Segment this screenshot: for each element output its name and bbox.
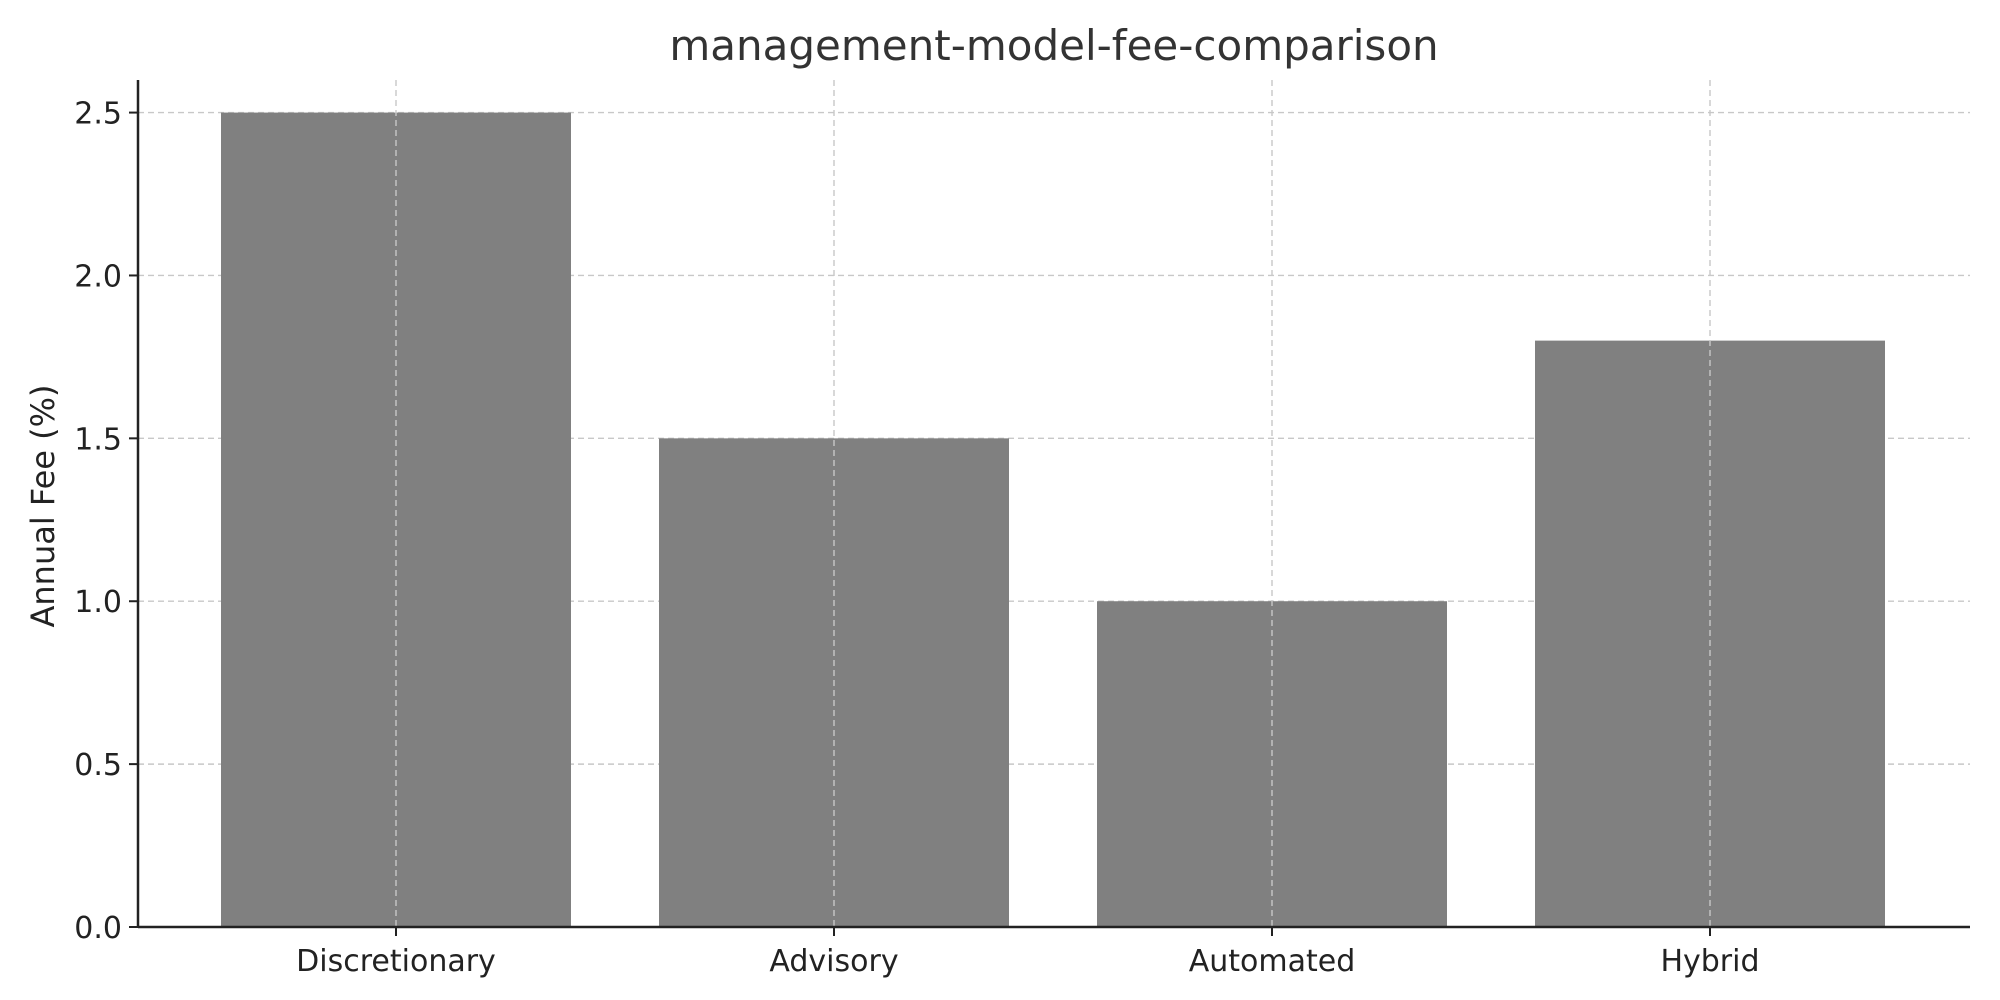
chart-title: management-model-fee-comparison	[669, 21, 1438, 70]
y-ticks: 0.0 0.5 1.0 1.5 2.0 2.5	[74, 97, 138, 946]
axes	[136, 80, 1970, 929]
x-tick-label: Discretionary	[296, 944, 496, 979]
y-tick-label: 2.5	[74, 97, 122, 132]
y-axis-label: Annual Fee (%)	[24, 385, 62, 628]
x-tick-label: Automated	[1189, 944, 1356, 979]
x-tick-label: Hybrid	[1660, 944, 1759, 979]
x-ticks: Discretionary Advisory Automated Hybrid	[296, 927, 1760, 979]
x-tick-label: Advisory	[769, 944, 898, 979]
y-tick-label: 0.5	[74, 748, 122, 783]
bars	[221, 112, 1885, 928]
y-tick-label: 1.5	[74, 422, 122, 457]
y-tick-label: 1.0	[74, 585, 122, 620]
y-tick-label: 0.0	[74, 911, 122, 946]
y-tick-label: 2.0	[74, 259, 122, 294]
x-grid	[395, 80, 1711, 927]
